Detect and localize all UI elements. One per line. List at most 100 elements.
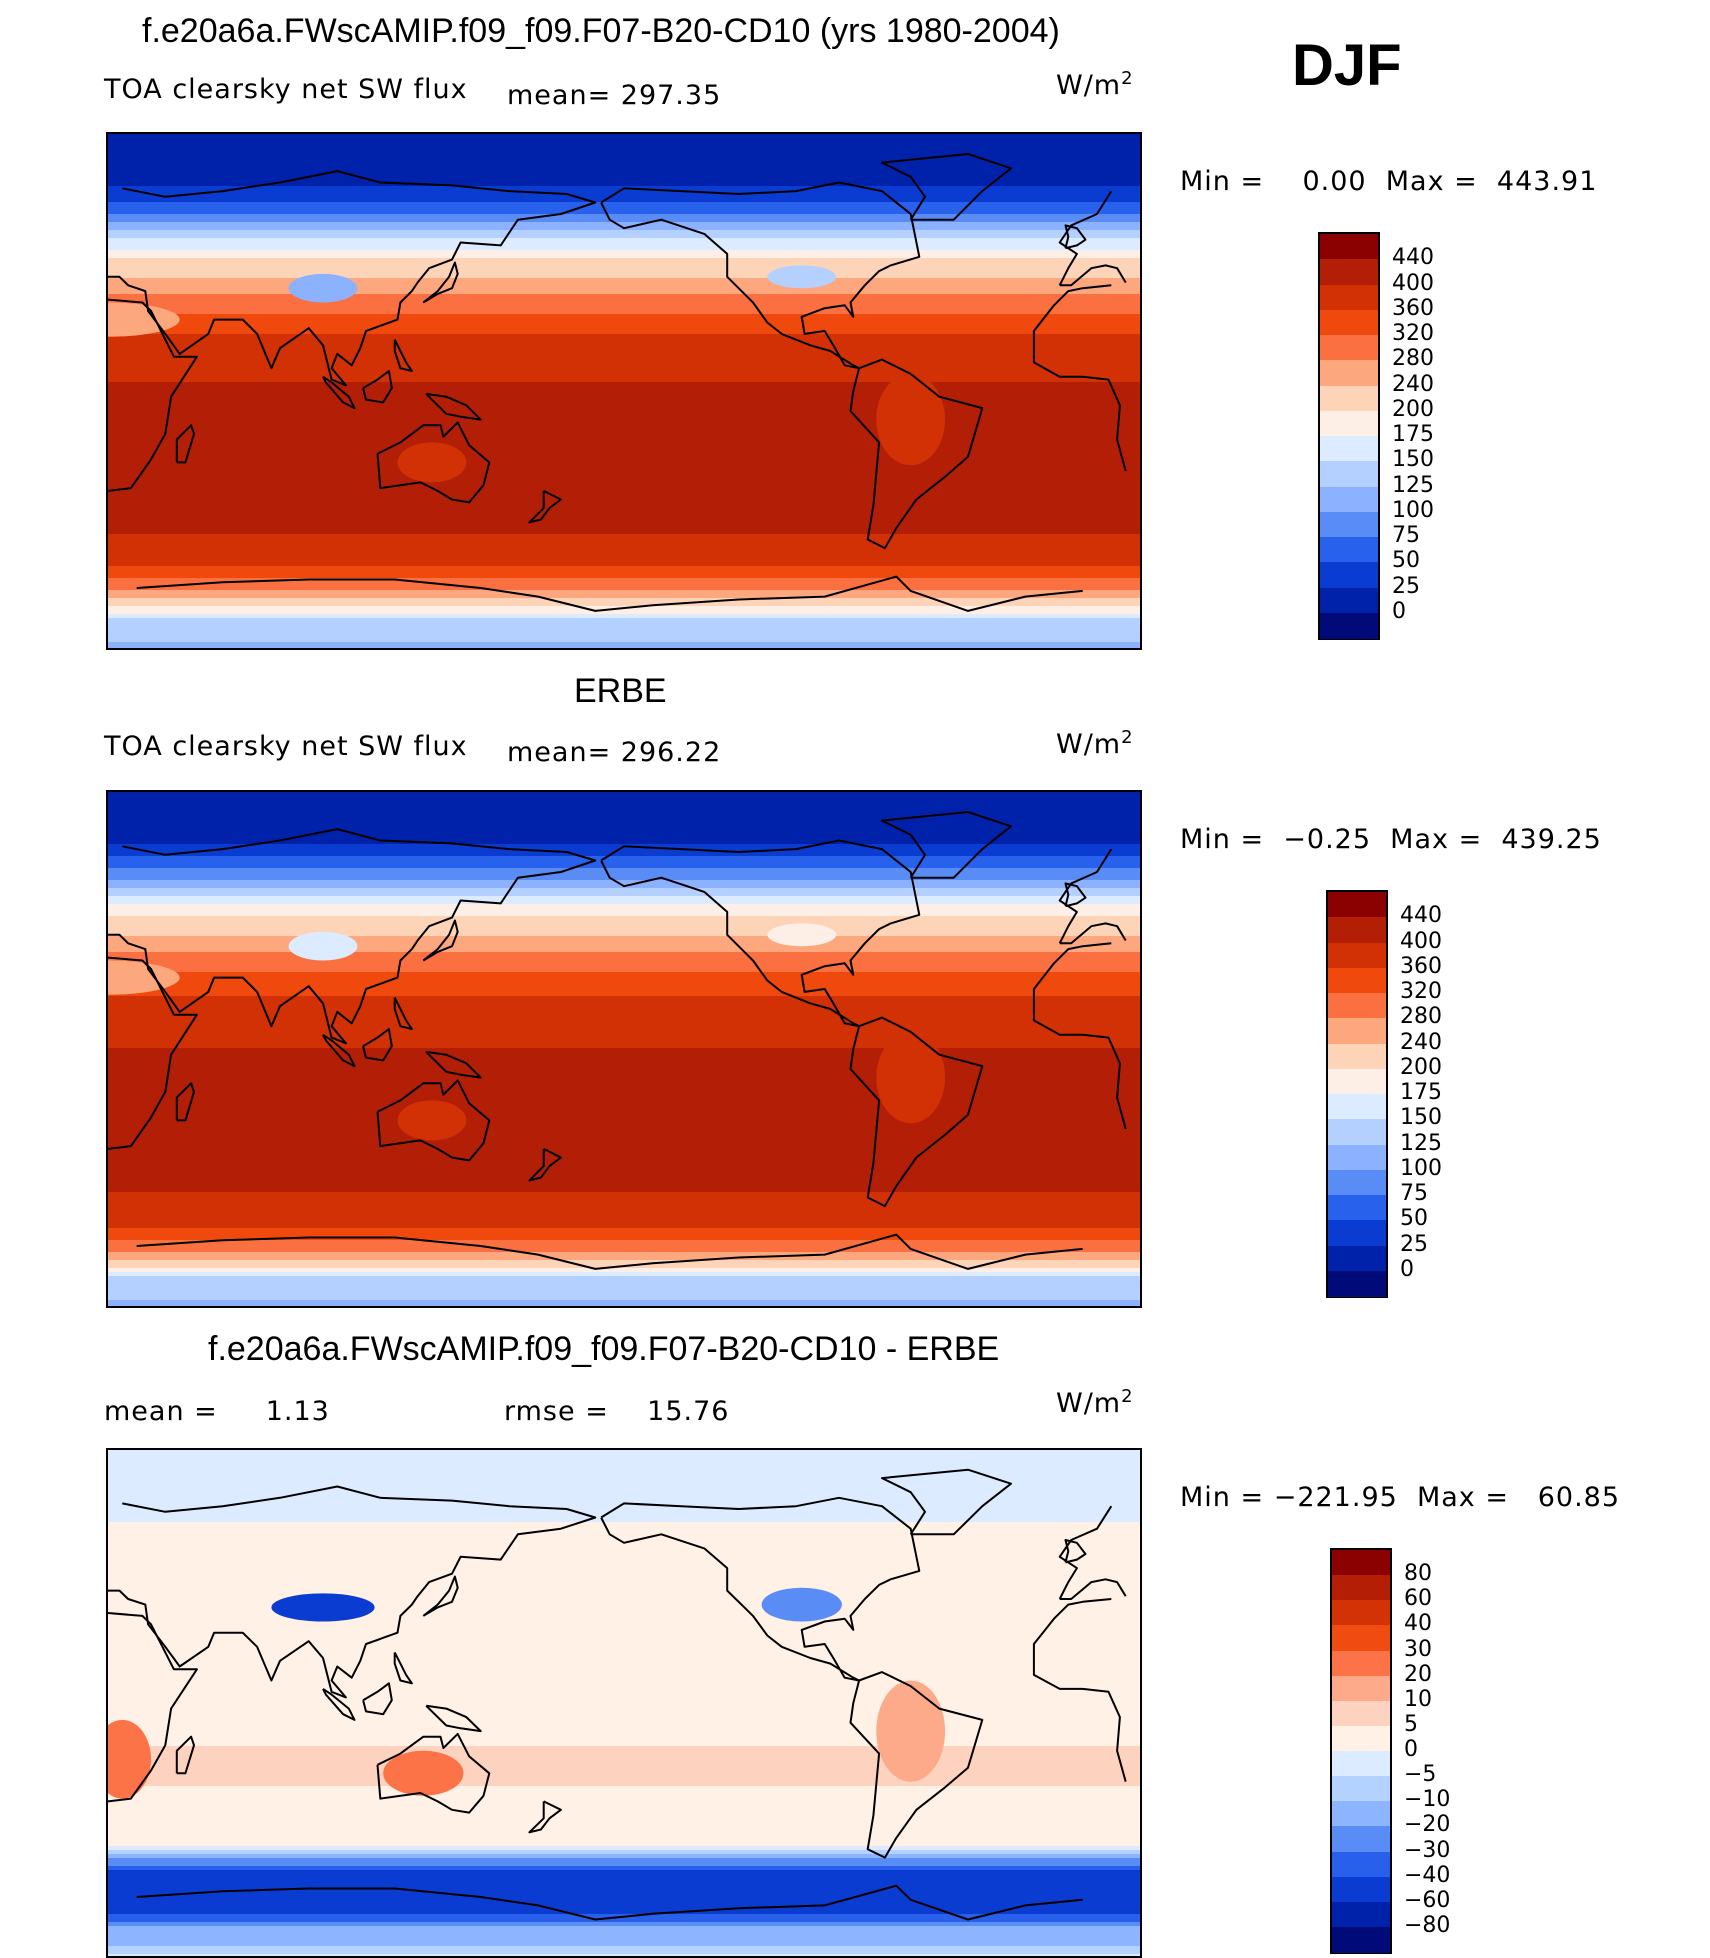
zonal-band — [108, 1838, 1140, 1843]
colorbar-swatch — [1328, 917, 1386, 943]
zonal-band — [108, 1116, 1140, 1121]
regional-anomaly — [383, 1750, 464, 1796]
zonal-band — [108, 1080, 1140, 1085]
zonal-band — [108, 1200, 1140, 1205]
zonal-band — [108, 298, 1140, 303]
zonal-band — [108, 510, 1140, 515]
panel-2-mean-label: mean= 296.22 — [507, 737, 722, 768]
zonal-band — [108, 1036, 1140, 1041]
coastline-newguinea — [425, 1050, 482, 1079]
panel-3-map — [106, 1448, 1142, 1958]
zonal-band — [108, 1008, 1140, 1013]
zonal-band — [108, 1296, 1140, 1301]
colorbar-swatch — [1332, 1575, 1390, 1601]
regional-anomaly — [397, 442, 467, 483]
zonal-band — [108, 1766, 1140, 1771]
zonal-band — [108, 1252, 1140, 1257]
zonal-band — [108, 1176, 1140, 1181]
zonal-band — [108, 1918, 1140, 1923]
zonal-band — [108, 952, 1140, 957]
colorbar-tick-label: 10 — [1404, 1686, 1432, 1712]
zonal-band — [108, 138, 1140, 143]
zonal-band — [108, 410, 1140, 415]
regional-anomaly — [876, 1680, 946, 1782]
zonal-band — [108, 398, 1140, 403]
zonal-band — [108, 1626, 1140, 1631]
colorbar-tick-label: 320 — [1392, 321, 1434, 346]
coastline-nz — [528, 1800, 562, 1834]
zonal-band — [108, 1738, 1140, 1743]
zonal-band — [108, 1088, 1140, 1093]
zonal-band — [108, 1482, 1140, 1487]
zonal-band — [108, 972, 1140, 977]
zonal-band — [108, 418, 1140, 423]
zonal-band — [108, 1782, 1140, 1787]
coastline-borneo — [362, 1682, 393, 1716]
coastline-southamerica — [849, 1671, 984, 1859]
zonal-band — [108, 948, 1140, 953]
colorbar-tick-label: 280 — [1400, 1004, 1442, 1030]
zonal-band — [108, 832, 1140, 837]
zonal-band — [108, 630, 1140, 635]
colorbar-swatch — [1328, 1144, 1386, 1171]
colorbar-swatch — [1328, 1270, 1386, 1297]
zonal-band — [108, 142, 1140, 147]
coastline-nz — [528, 1148, 562, 1182]
zonal-band — [108, 852, 1140, 857]
colorbar-tick-label: −40 — [1404, 1862, 1451, 1888]
panel-1-minmax: Min = 0.00 Max = 443.91 — [1180, 166, 1598, 197]
units-base: W/m — [1056, 1388, 1122, 1419]
coastline-sumatra — [322, 1033, 356, 1068]
zonal-band — [108, 1304, 1140, 1306]
zonal-band — [108, 1228, 1140, 1233]
zonal-band — [108, 542, 1140, 547]
colorbar-tick-label: 50 — [1392, 548, 1420, 574]
zonal-band — [108, 342, 1140, 347]
colorbar-tick-label: 150 — [1392, 447, 1434, 473]
zonal-band — [108, 1148, 1140, 1153]
zonal-band — [108, 1092, 1140, 1097]
zonal-band — [108, 1618, 1140, 1623]
colorbar-swatch — [1332, 1901, 1390, 1928]
zonal-band — [108, 1494, 1140, 1499]
zonal-band — [108, 626, 1140, 631]
zonal-band — [108, 182, 1140, 187]
zonal-band — [108, 1750, 1140, 1755]
colorbar-swatch — [1320, 612, 1378, 639]
zonal-band — [108, 1248, 1140, 1253]
zonal-band — [108, 888, 1140, 893]
zonal-band — [108, 880, 1140, 885]
colorbar-tick-label: −20 — [1404, 1812, 1451, 1838]
zonal-band — [108, 1000, 1140, 1005]
zonal-band — [108, 242, 1140, 247]
zonal-band — [108, 258, 1140, 263]
zonal-band — [108, 892, 1140, 897]
zonal-band — [108, 538, 1140, 543]
zonal-band — [108, 968, 1140, 973]
zonal-band — [108, 1188, 1140, 1193]
colorbar-tick-label: 280 — [1392, 346, 1434, 372]
season-label: DJF — [1292, 33, 1402, 98]
zonal-band — [108, 1546, 1140, 1551]
zonal-band — [108, 1292, 1140, 1297]
panel-1-colorbar — [1318, 232, 1380, 640]
zonal-band — [108, 1024, 1140, 1029]
zonal-band — [108, 1718, 1140, 1723]
zonal-band — [108, 306, 1140, 311]
colorbar-swatch — [1328, 1018, 1386, 1044]
zonal-band — [108, 1204, 1140, 1209]
zonal-band — [108, 1858, 1140, 1863]
zonal-band — [108, 326, 1140, 331]
zonal-band — [108, 1232, 1140, 1237]
zonal-band — [108, 860, 1140, 865]
zonal-band — [108, 1276, 1140, 1281]
zonal-band — [108, 222, 1140, 227]
colorbar-swatch — [1320, 309, 1378, 336]
zonal-band — [108, 358, 1140, 363]
zonal-band — [108, 490, 1140, 495]
coastline-philippines — [393, 1651, 413, 1685]
units-exponent: 2 — [1121, 727, 1134, 748]
coastline-borneo — [362, 370, 393, 404]
colorbar-swatch — [1332, 1876, 1390, 1903]
zonal-band — [108, 1136, 1140, 1141]
